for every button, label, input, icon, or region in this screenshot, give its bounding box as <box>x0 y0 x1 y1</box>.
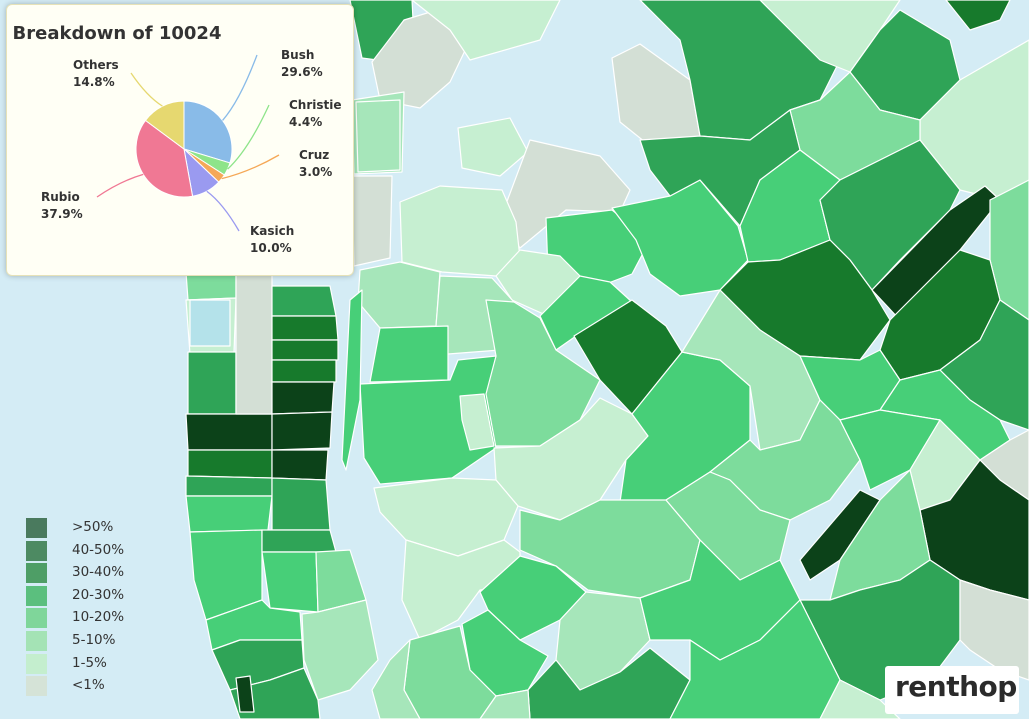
legend-swatch <box>26 653 47 674</box>
zip-breakdown-popup: Breakdown of 10024 Bush 29.6% Christie 4.4%… <box>6 4 354 276</box>
legend-label: <1% <box>72 677 105 694</box>
zip-area[interactable] <box>479 555 587 641</box>
zip-area[interactable] <box>271 315 339 341</box>
zip-area[interactable] <box>271 411 333 451</box>
pie-connector <box>221 154 280 180</box>
zip-area[interactable] <box>189 299 231 347</box>
zip-area[interactable] <box>185 495 273 533</box>
zip-area[interactable] <box>351 175 393 267</box>
legend-label: 5-10% <box>72 632 116 648</box>
legend-item: 10-20% <box>26 608 166 629</box>
pie-slice-value: 3.0% <box>299 165 332 179</box>
pie-connector <box>96 173 144 198</box>
zip-area[interactable] <box>187 449 273 479</box>
zip-area[interactable] <box>359 355 497 485</box>
pie-slice-name: Rubio <box>41 190 80 204</box>
legend-label: 1-5% <box>72 654 107 671</box>
zip-area[interactable] <box>271 359 337 383</box>
zip-area[interactable] <box>271 449 329 481</box>
pie-slice-value: 10.0% <box>250 241 292 255</box>
zip-area[interactable] <box>271 477 331 531</box>
legend-swatch <box>26 518 47 538</box>
pie-slice-value: 37.9% <box>41 207 83 221</box>
logo-text: renthop <box>895 670 1017 703</box>
legend-label: 40-50% <box>72 541 125 558</box>
pie-slice-value: 14.8% <box>73 75 115 89</box>
legend-swatch <box>26 608 47 629</box>
pie-slice-name: Christie <box>289 98 342 112</box>
legend-label: 10-20% <box>72 609 125 626</box>
pie-slice-name: Kasich <box>250 224 294 238</box>
legend-item: <1% <box>26 676 166 697</box>
popup-title: Breakdown of 10024 <box>12 23 222 44</box>
legend-label: >50% <box>72 519 114 535</box>
zip-area[interactable] <box>185 413 273 451</box>
zip-area[interactable] <box>459 393 495 451</box>
pie-slice-name: Bush <box>281 48 314 62</box>
pie-connector <box>206 190 240 232</box>
zip-area[interactable] <box>185 271 237 301</box>
pie-slice <box>144 100 185 150</box>
zip-area[interactable] <box>185 475 273 497</box>
legend-swatch <box>26 676 47 697</box>
legend-item: 5-10% <box>26 631 166 651</box>
pie-connector <box>227 104 270 170</box>
zip-area[interactable] <box>945 0 1011 31</box>
zip-area[interactable] <box>271 339 339 361</box>
pie-connector <box>222 54 258 121</box>
zip-area[interactable] <box>457 117 529 177</box>
zip-area[interactable] <box>271 381 335 415</box>
zip-area[interactable] <box>187 351 237 415</box>
renthop-logo: renthop <box>885 666 1019 714</box>
legend-item: 1-5% <box>26 653 166 674</box>
pie-slice-value: 29.6% <box>281 65 323 79</box>
zip-area[interactable] <box>261 551 319 613</box>
legend-label: 30-40% <box>72 564 125 581</box>
legend-label: 20-30% <box>72 586 125 603</box>
legend-swatch <box>26 631 47 651</box>
legend-item: >50% <box>26 518 166 538</box>
legend-item: 20-30% <box>26 585 166 606</box>
zip-area[interactable] <box>371 639 421 719</box>
zip-area[interactable] <box>527 647 691 719</box>
legend-item: 40-50% <box>26 540 166 561</box>
pie-connector <box>130 72 163 107</box>
zip-area[interactable] <box>369 325 449 383</box>
zip-area[interactable] <box>479 689 531 719</box>
pie-slice-value: 4.4% <box>289 115 322 129</box>
map-legend: >50% 40-50% 30-40% 20-30% 10-20% 5-10% 1-5% <1% <box>26 518 146 698</box>
legend-swatch <box>26 540 47 561</box>
zip-area[interactable] <box>301 599 379 701</box>
zip-area[interactable] <box>357 261 441 329</box>
pie-slice-name: Cruz <box>299 148 329 162</box>
legend-swatch <box>26 563 47 584</box>
zip-area[interactable] <box>235 675 255 713</box>
pie-slice-name: Others <box>73 58 119 72</box>
breakdown-pie-chart: Bush 29.6% Christie 4.4% Cruz 3.0% Kasich 10.0%… <box>41 48 342 255</box>
legend-swatch <box>26 585 47 606</box>
zip-area[interactable] <box>261 529 337 553</box>
zip-area[interactable] <box>355 99 401 173</box>
zip-area[interactable] <box>399 185 521 277</box>
zip-area[interactable] <box>271 285 337 317</box>
zip-area[interactable] <box>235 271 273 415</box>
zip-area[interactable] <box>669 599 841 719</box>
legend-item: 30-40% <box>26 563 166 584</box>
zip-area[interactable] <box>819 679 901 719</box>
zip-area[interactable] <box>411 0 561 61</box>
zip-area[interactable] <box>341 289 363 471</box>
